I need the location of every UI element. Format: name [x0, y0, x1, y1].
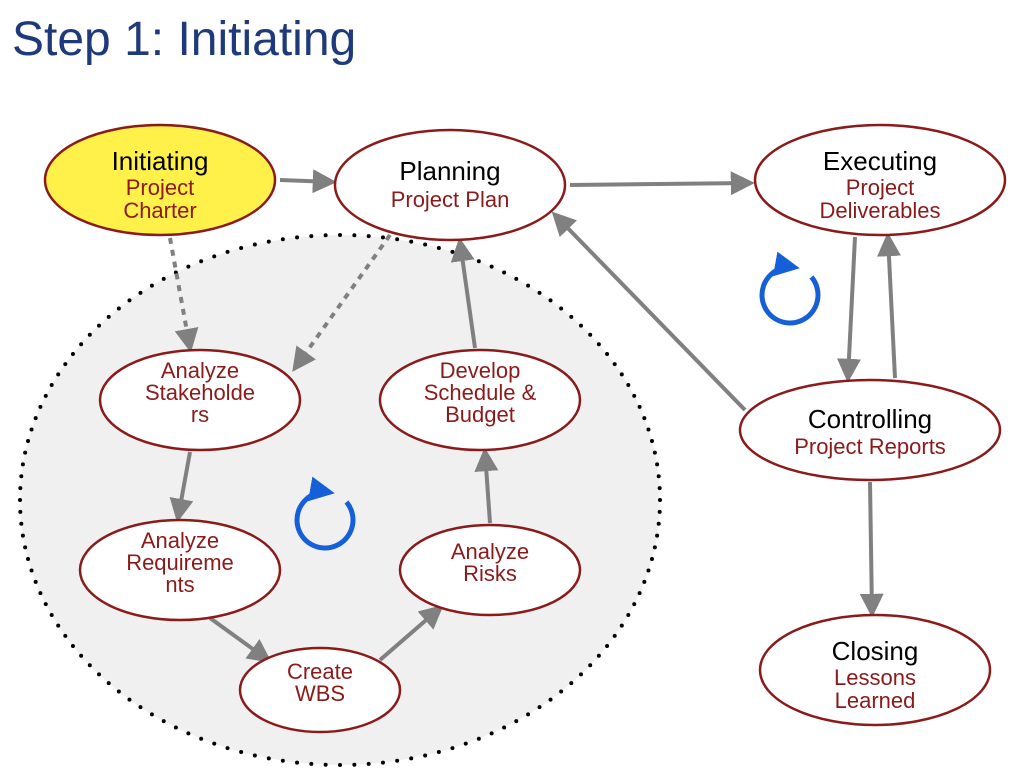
sub-analyze-stakeholders: Analyze Stakeholde rs	[100, 350, 300, 450]
svg-text:nts: nts	[165, 572, 194, 597]
svg-text:Project Reports: Project Reports	[794, 434, 946, 459]
svg-text:Closing: Closing	[832, 636, 919, 666]
phase-executing: Executing Project Deliverables	[755, 125, 1005, 235]
svg-text:Executing: Executing	[823, 146, 937, 176]
page-title: Step 1: Initiating	[12, 13, 356, 66]
sub-analyze-risks: Analyze Risks	[400, 525, 580, 615]
sub-create-wbs: Create WBS	[240, 648, 400, 732]
svg-text:Learned: Learned	[835, 688, 916, 713]
phase-controlling: Controlling Project Reports	[740, 380, 1000, 480]
sub-analyze-requirements: Analyze Requireme nts	[80, 520, 280, 620]
svg-text:WBS: WBS	[295, 681, 345, 706]
svg-text:Project: Project	[846, 175, 914, 200]
svg-text:Controlling: Controlling	[808, 404, 932, 434]
svg-text:Risks: Risks	[463, 561, 517, 586]
phase-initiating: Initiating Project Charter	[45, 125, 275, 235]
svg-text:rs: rs	[191, 402, 209, 427]
svg-text:Project: Project	[126, 175, 194, 200]
svg-text:Project Plan: Project Plan	[391, 187, 510, 212]
sub-develop-schedule-budget: Develop Schedule & Budget	[380, 350, 580, 450]
svg-text:Charter: Charter	[123, 198, 196, 223]
svg-text:Budget: Budget	[445, 402, 515, 427]
phase-closing: Closing Lessons Learned	[760, 615, 990, 725]
svg-text:Initiating: Initiating	[112, 146, 209, 176]
svg-text:Lessons: Lessons	[834, 665, 916, 690]
phase-planning: Planning Project Plan	[335, 130, 565, 240]
svg-text:Deliverables: Deliverables	[819, 198, 940, 223]
svg-text:Planning: Planning	[399, 156, 500, 186]
